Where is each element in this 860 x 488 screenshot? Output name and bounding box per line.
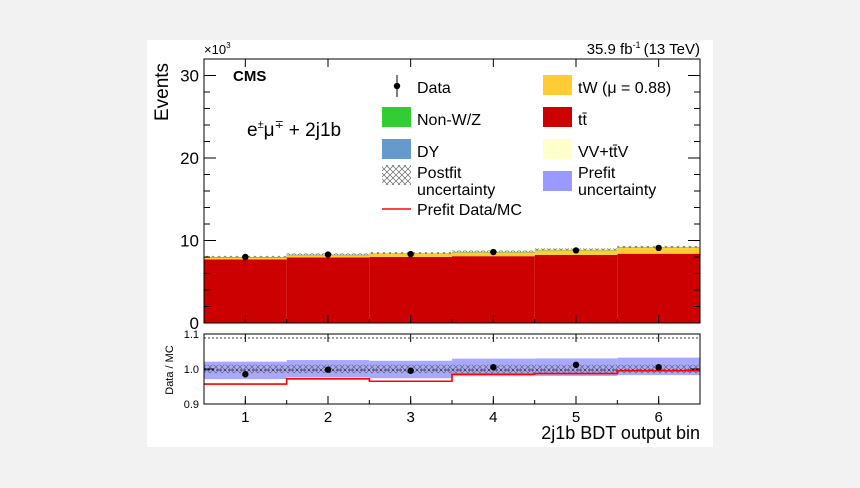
data-point-bin-2 (324, 251, 332, 258)
bar-0-bin-2 (286, 257, 370, 323)
y-tick-label: 10 (180, 232, 199, 251)
legend-label: VV+tt̄V (578, 144, 629, 161)
legend-color-swatch (543, 171, 572, 191)
prefit-ratio-line (204, 369, 700, 385)
legend-color-swatch (543, 75, 572, 95)
legend-color-swatch (382, 139, 411, 159)
cms-plot: 0 10 20 30 ×103 35.9 fb-1 (13 TeV) Events CM… (152, 40, 701, 443)
legend-hatch-swatch (382, 165, 411, 185)
ratio-point-bin-3 (407, 367, 414, 374)
ratio-y-tick-label: 0.9 (184, 399, 199, 411)
stacked-histogram (204, 246, 700, 323)
ratio-data-points (242, 361, 662, 378)
y-axis-label: Events (152, 63, 173, 121)
x-tick-label: 2 (324, 409, 332, 426)
main-panel: 0 10 20 30 (180, 58, 701, 333)
legend-color-swatch (543, 107, 572, 127)
legend-label: DY (417, 144, 440, 161)
ratio-y-tick-label: 1.0 (184, 364, 199, 376)
legend-label: Prefit (578, 165, 616, 182)
legend-label: Data (417, 80, 451, 97)
x-axis-label: 2j1b BDT output bin (541, 423, 700, 443)
legend-label: Prefit Data/MC (417, 202, 522, 219)
legend-label: tt̄ (578, 112, 587, 129)
legend-entry-4: DY (382, 139, 440, 161)
legend-label-line2: uncertainty (578, 182, 656, 199)
ratio-point-bin-1 (242, 371, 249, 378)
legend-label: Non-W/Z (417, 112, 481, 129)
x-tick-label: 3 (406, 409, 414, 426)
legend-entry-0: Data (393, 75, 451, 97)
bar-0-bin-5 (534, 254, 618, 323)
bar-0-bin-3 (369, 257, 452, 323)
data-point-bin-5 (572, 247, 580, 254)
legend-color-swatch (382, 107, 411, 127)
x-tick-label: 1 (241, 409, 249, 426)
x-tick-label: 5 (572, 409, 580, 426)
legend-label-line2: uncertainty (417, 182, 495, 199)
ratio-postfit-uncertainty-band (204, 364, 700, 374)
luminosity-label: 35.9 fb-1 (13 TeV) (587, 40, 700, 58)
y-tick-label: 0 (190, 314, 199, 333)
ratio-axis-ticks: 0.9 1.0 1.1 1 2 3 4 5 6 (184, 329, 701, 426)
bar-0-bin-4 (452, 256, 535, 323)
legend: Data tW (μ = 0.88) Non-W/Z tt̄ DY VV+tt̄V Post… (382, 75, 671, 219)
ratio-point-bin-4 (490, 364, 497, 371)
cms-label: CMS (233, 68, 266, 85)
x-tick-label: 6 (654, 409, 662, 426)
ratio-panel: 0.9 1.0 1.1 1 2 3 4 5 6 (184, 329, 701, 426)
ratio-point-bin-5 (572, 361, 580, 368)
ratio-y-tick-label: 1.1 (184, 329, 199, 341)
ratio-postfit-band-bin-1 (204, 364, 287, 374)
legend-entry-5: VV+tt̄V (543, 139, 629, 161)
ratio-y-axis-label: Data / MC (164, 345, 176, 395)
figure-canvas: 0 10 20 30 ×103 35.9 fb-1 (13 TeV) Events CM… (147, 40, 713, 447)
legend-entry-1: tW (μ = 0.88) (543, 75, 671, 97)
channel-label: e±μ∓ + 2j1b (247, 119, 341, 141)
legend-entry-8: Prefit Data/MC (382, 202, 522, 219)
y-tick-label: 30 (180, 67, 199, 86)
ylabel-multiplier: ×103 (204, 41, 231, 57)
main-axis-ticks: 0 10 20 30 (180, 58, 701, 333)
legend-entry-3: tt̄ (543, 107, 587, 129)
prefit-ratio-step-line (204, 369, 700, 385)
ratio-point-bin-2 (324, 366, 332, 373)
bar-0-bin-6 (617, 253, 700, 323)
data-point-bin-1 (242, 253, 249, 261)
data-point-bin-6 (655, 244, 662, 252)
x-tick-label: 4 (489, 409, 497, 426)
legend-data-marker (393, 82, 401, 90)
legend-entry-2: Non-W/Z (382, 107, 481, 129)
y-tick-label: 20 (180, 149, 199, 168)
ratio-point-bin-6 (655, 364, 662, 371)
data-point-bin-3 (407, 250, 414, 258)
legend-label: Postfit (417, 165, 462, 182)
legend-label: tW (μ = 0.88) (578, 80, 671, 97)
bar-0-bin-1 (204, 259, 287, 323)
data-points (242, 244, 662, 261)
data-point-bin-4 (490, 248, 497, 256)
ratio-postfit-band-bin-5 (534, 364, 618, 374)
legend-color-swatch (543, 139, 572, 159)
